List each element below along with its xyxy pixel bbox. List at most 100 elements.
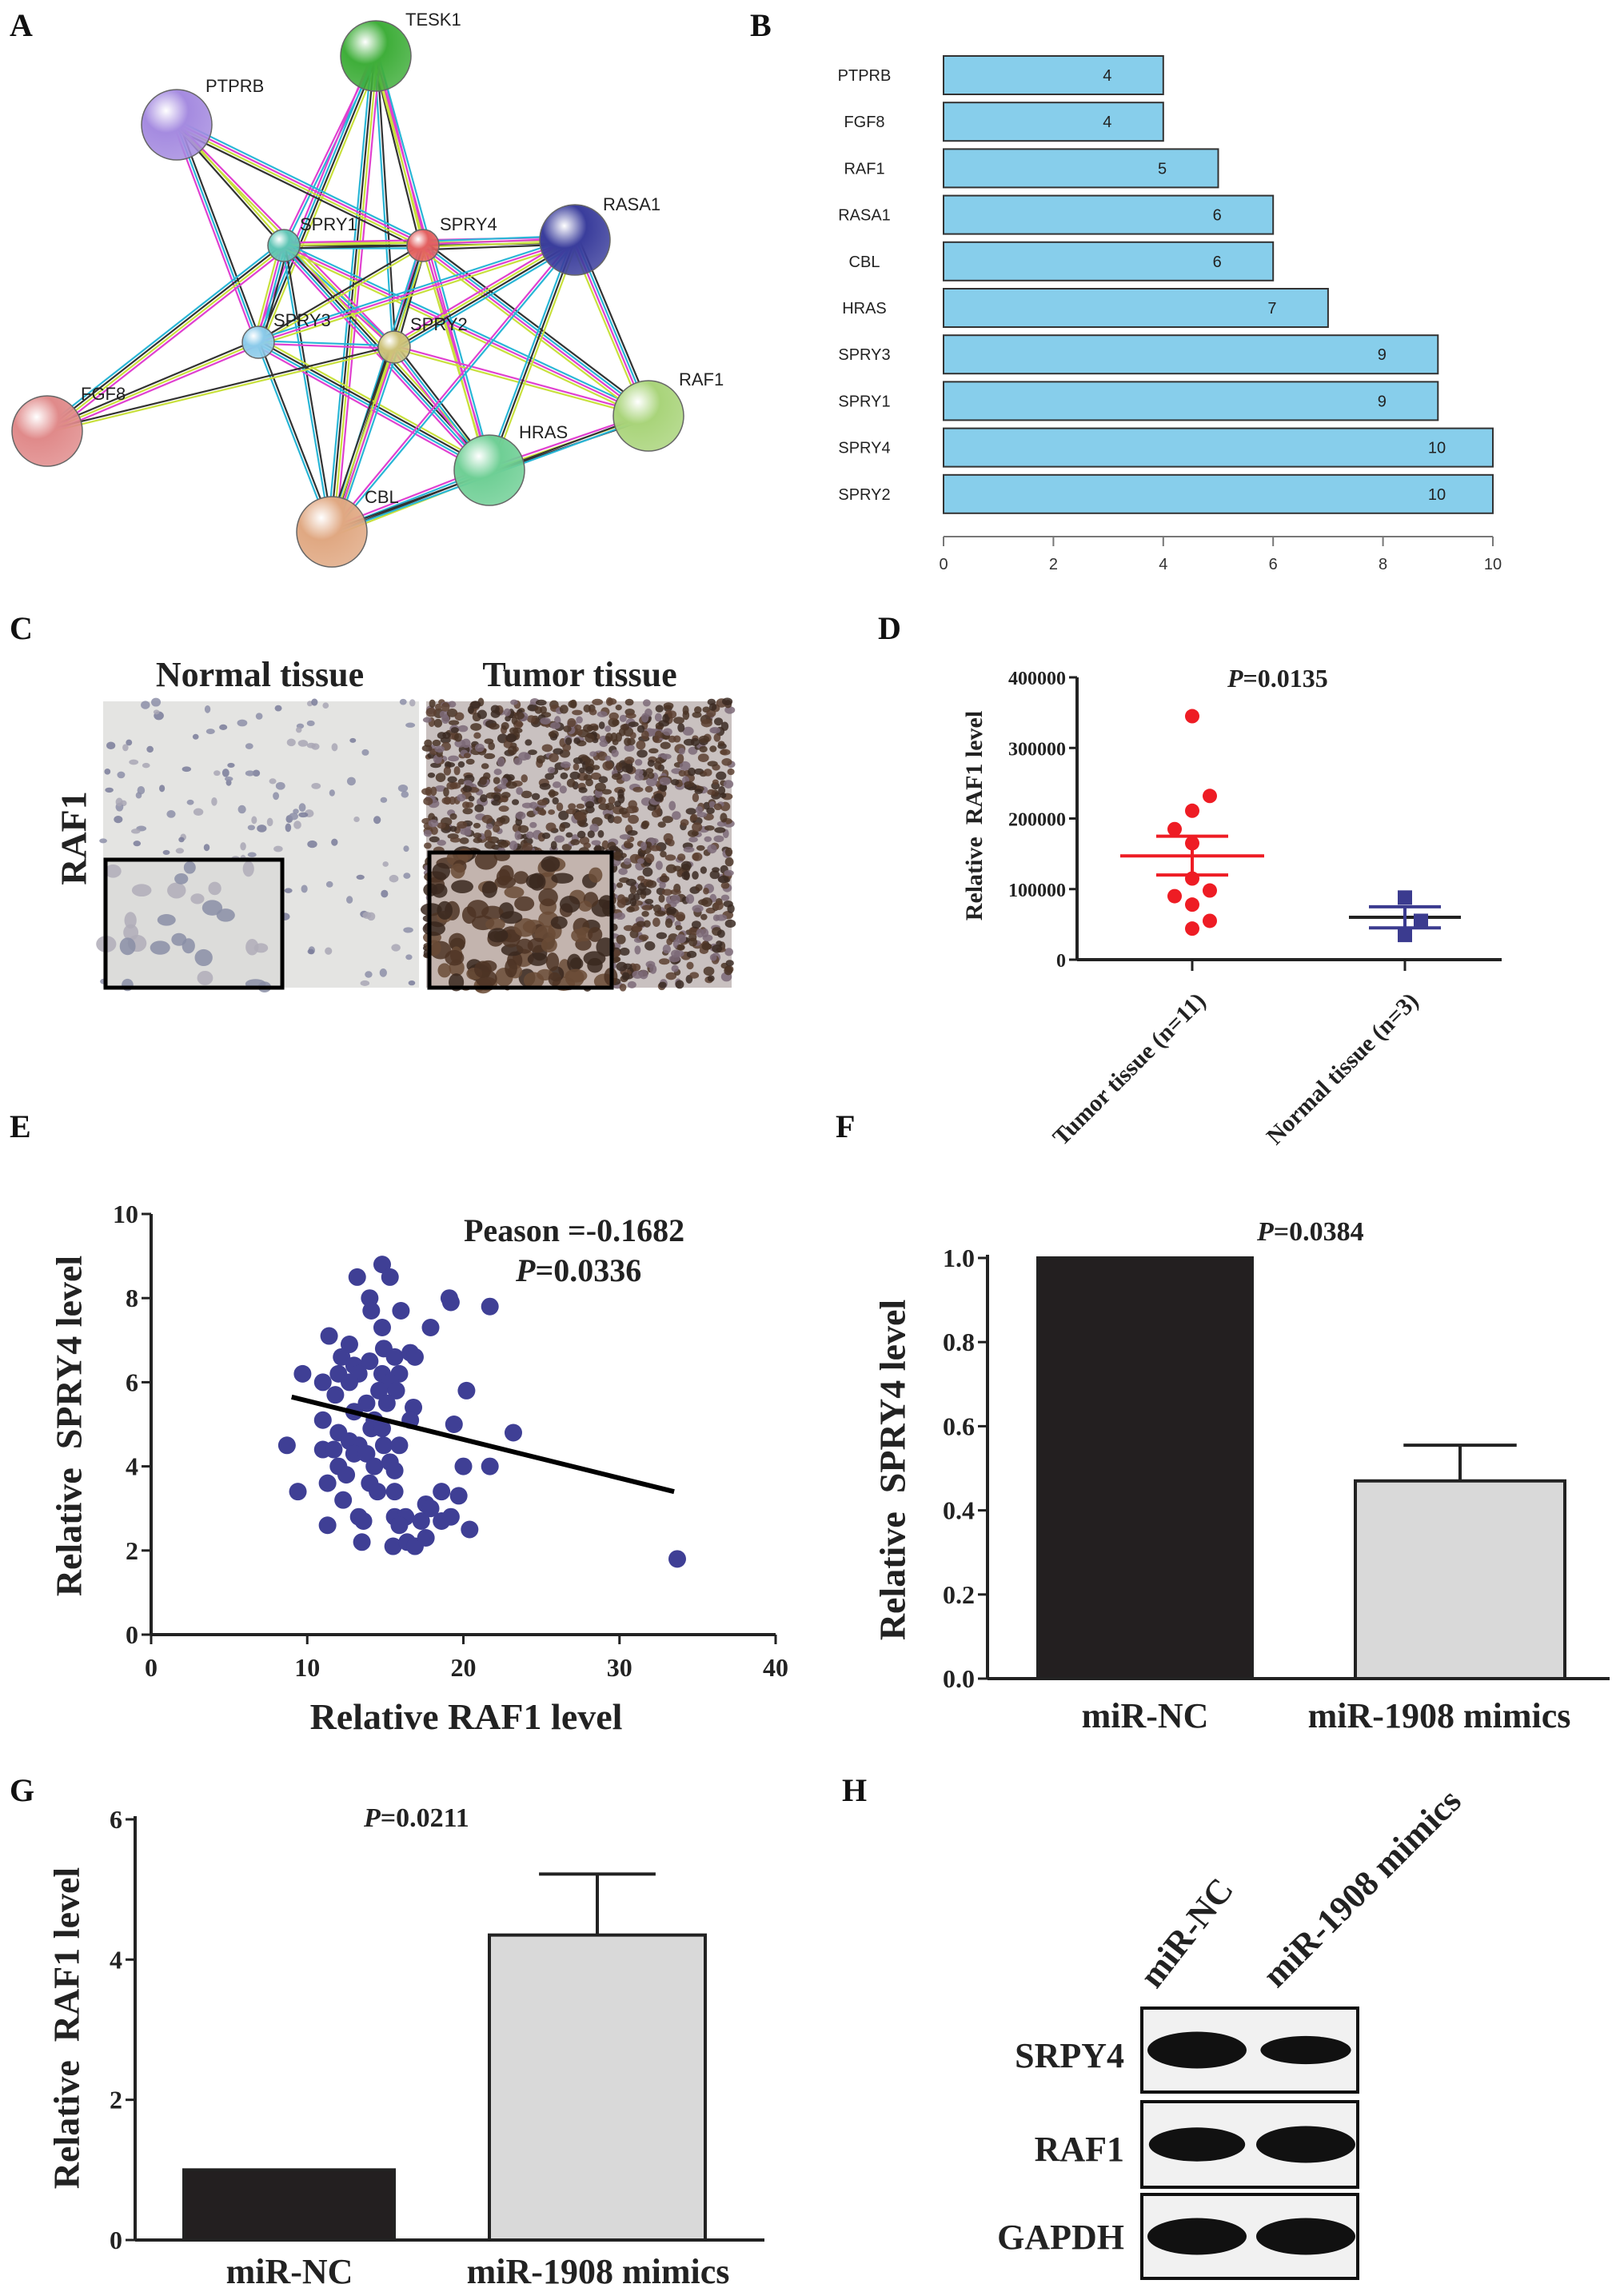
- cell-nucleus: [568, 700, 577, 709]
- cell-nucleus: [727, 768, 735, 776]
- cell-nucleus: [713, 803, 722, 811]
- e-p-value: P=0.0336: [516, 1252, 642, 1288]
- network-node-rasa1: [539, 204, 611, 276]
- cell-nucleus: [661, 888, 672, 896]
- data-point: [461, 1520, 479, 1539]
- data-point: [390, 1436, 409, 1455]
- cell-nucleus: [707, 789, 716, 796]
- cell-nucleus: [380, 797, 388, 803]
- cell-nucleus: [539, 782, 551, 790]
- cell-nucleus: [361, 749, 369, 756]
- network-edge: [257, 236, 575, 341]
- cell-nucleus: [157, 914, 176, 926]
- cell-nucleus: [104, 769, 111, 775]
- cell-nucleus: [99, 838, 107, 844]
- cell-nucleus: [311, 698, 318, 706]
- cell-nucleus: [105, 787, 114, 793]
- cell-nucleus: [467, 705, 474, 714]
- panel-label-b: B: [750, 7, 772, 43]
- cell-nucleus: [457, 725, 469, 733]
- cell-nucleus: [695, 884, 703, 892]
- cell-nucleus: [356, 874, 365, 880]
- cell-nucleus: [559, 705, 569, 714]
- bar-mir-nc: [182, 2168, 396, 2242]
- x-tick-label: 0: [939, 556, 948, 573]
- cell-nucleus: [648, 748, 659, 754]
- cell-nucleus: [449, 781, 461, 789]
- cell-nucleus: [513, 871, 529, 884]
- cell-nucleus: [560, 761, 571, 769]
- cell-nucleus: [525, 739, 533, 746]
- y-tick-label: 4: [126, 1452, 138, 1481]
- cell-nucleus: [654, 910, 666, 917]
- cell-nucleus: [634, 759, 643, 766]
- cell-nucleus: [114, 815, 123, 824]
- data-point: [289, 1483, 307, 1501]
- y-tick-label: 0.6: [943, 1412, 975, 1440]
- data-point: [390, 1516, 409, 1535]
- cell-nucleus: [552, 781, 561, 789]
- panel-label-d: D: [878, 610, 901, 646]
- cell-nucleus: [641, 713, 649, 723]
- cell-nucleus: [664, 854, 676, 861]
- cell-nucleus: [609, 845, 619, 852]
- network-edge: [46, 345, 394, 431]
- cell-nucleus: [688, 837, 698, 843]
- y-tick-label: 2: [126, 1536, 138, 1565]
- cell-nucleus: [497, 757, 505, 767]
- cell-nucleus: [672, 811, 681, 821]
- cell-nucleus: [642, 699, 651, 707]
- data-point: [481, 1457, 499, 1475]
- data-point: [1203, 913, 1217, 928]
- cell-nucleus: [658, 958, 670, 965]
- y-tick-label: 0.8: [943, 1328, 975, 1356]
- cell-nucleus: [717, 875, 729, 884]
- cell-nucleus: [552, 797, 559, 805]
- bar-value-label: 10: [1428, 440, 1446, 457]
- cell-nucleus: [251, 816, 257, 825]
- cell-nucleus: [441, 797, 451, 805]
- f-p-value: P=0.0384: [1257, 1217, 1364, 1247]
- cell-nucleus: [632, 963, 641, 972]
- cell-nucleus: [668, 710, 677, 719]
- cell-nucleus: [571, 928, 587, 943]
- cell-nucleus: [716, 821, 727, 827]
- cell-nucleus: [531, 793, 541, 801]
- cell-nucleus: [713, 733, 721, 742]
- cell-nucleus: [511, 799, 520, 805]
- cell-nucleus: [641, 911, 649, 917]
- cell-nucleus: [167, 882, 186, 899]
- network-node-label: SPRY3: [273, 310, 331, 330]
- cell-nucleus: [462, 808, 473, 815]
- cell-nucleus: [325, 947, 333, 955]
- cell-nucleus: [616, 894, 626, 904]
- network-edge: [177, 122, 425, 246]
- cell-nucleus: [688, 937, 698, 947]
- cell-nucleus: [640, 888, 652, 896]
- cell-nucleus: [497, 733, 509, 744]
- cell-nucleus: [679, 761, 691, 771]
- cell-nucleus: [638, 934, 649, 941]
- cell-nucleus: [481, 763, 489, 769]
- cell-nucleus: [365, 971, 373, 978]
- cell-nucleus: [658, 981, 667, 988]
- cell-nucleus: [692, 822, 703, 833]
- y-tick-label: 6: [126, 1368, 138, 1396]
- bar-value-label: 4: [1103, 114, 1111, 131]
- cell-nucleus: [644, 941, 656, 951]
- network-edge: [394, 345, 649, 416]
- blot-band: [1256, 2126, 1355, 2163]
- cell-nucleus: [664, 918, 673, 928]
- cell-nucleus: [435, 773, 446, 782]
- cell-nucleus: [591, 840, 601, 846]
- regression-line: [291, 1394, 675, 1495]
- cell-nucleus: [662, 944, 672, 954]
- cell-nucleus: [619, 947, 630, 956]
- cell-nucleus: [146, 745, 154, 753]
- bar-category-label: RAF1: [844, 160, 884, 178]
- x-tick-label: 6: [1269, 556, 1278, 573]
- cell-nucleus: [578, 787, 588, 793]
- network-edge: [285, 242, 650, 414]
- cell-nucleus: [405, 954, 413, 960]
- cell-nucleus: [632, 786, 644, 793]
